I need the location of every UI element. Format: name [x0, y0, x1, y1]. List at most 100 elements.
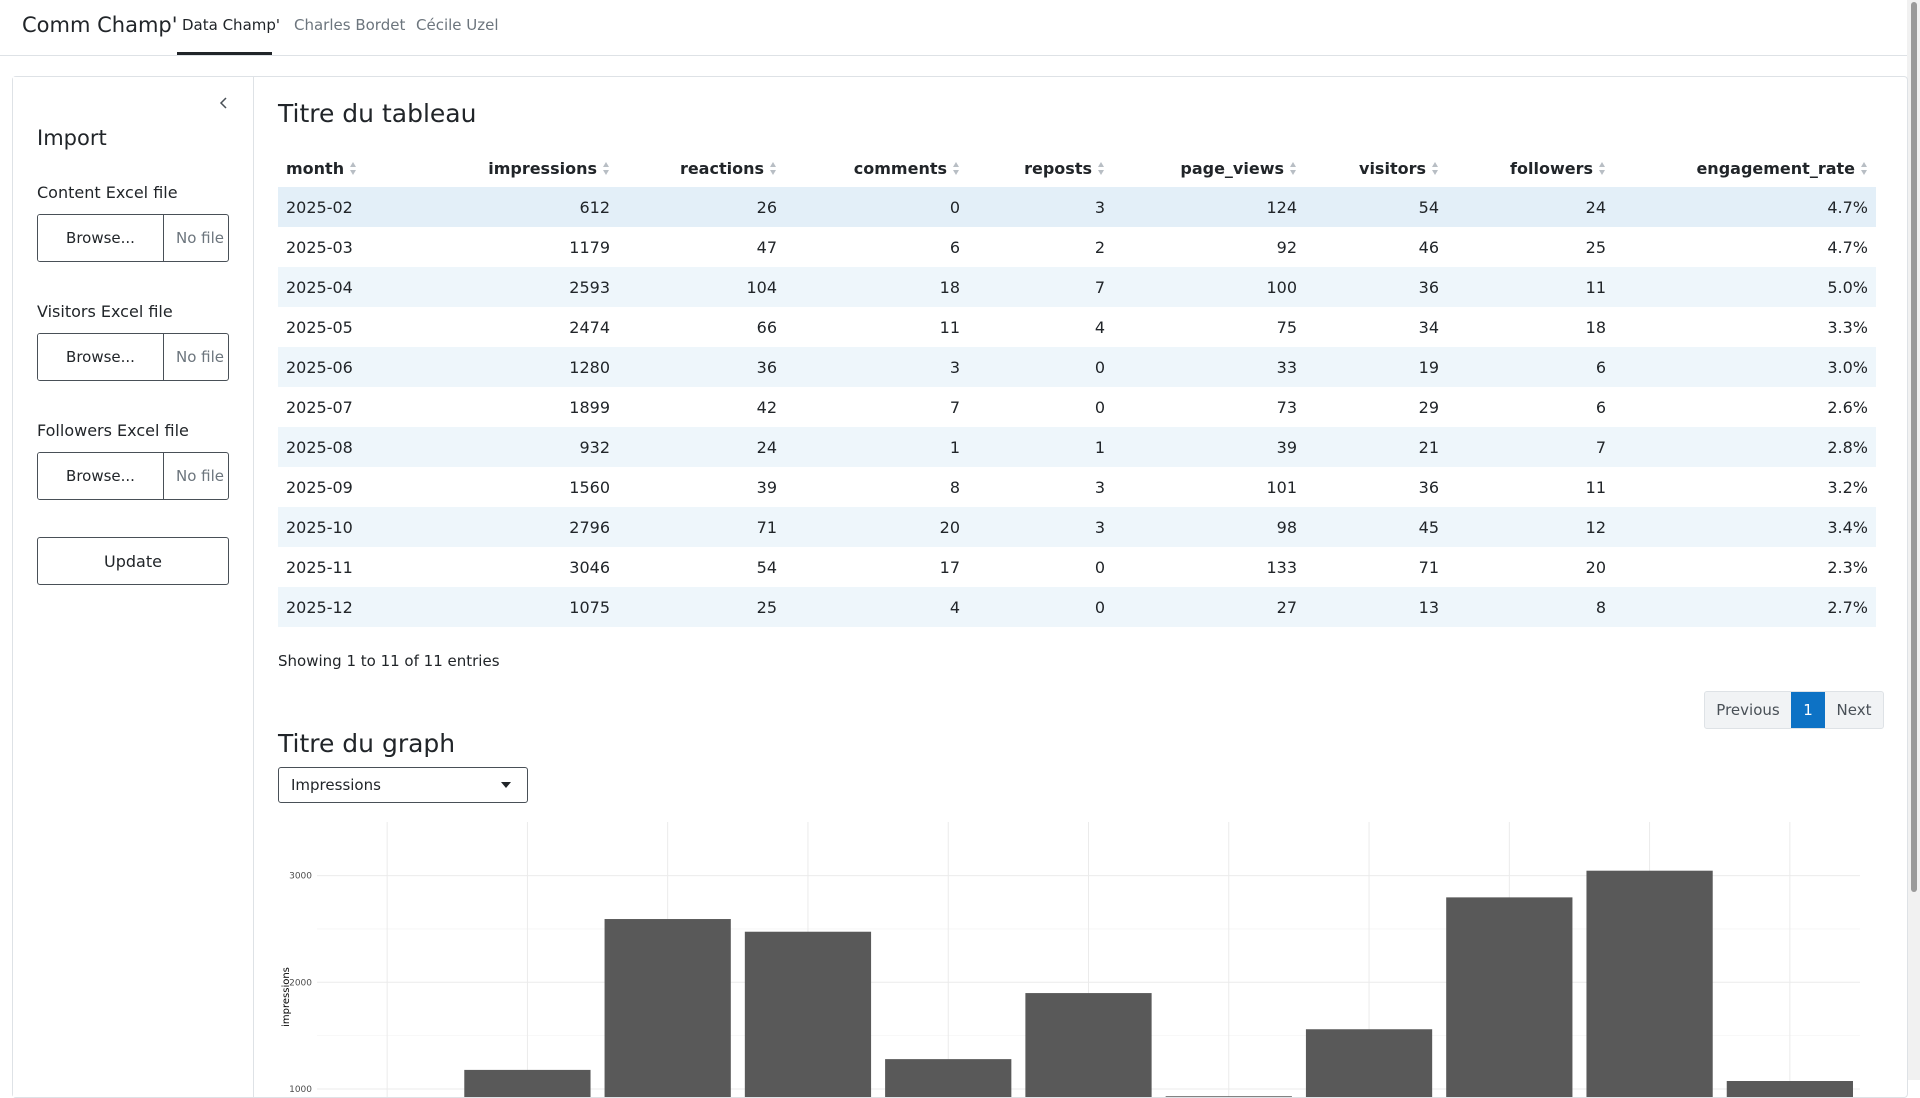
table-cell-month: 2025-05 — [286, 317, 353, 337]
bar-2025-12[interactable] — [1726, 1080, 1853, 1097]
table-cell-month: 2025-11 — [286, 557, 353, 577]
graph-title: Titre du graph — [278, 729, 456, 758]
table-cell-page-views: 27 — [1276, 597, 1297, 617]
table-cell-reposts: 0 — [1094, 357, 1105, 377]
metric-select-value: Impressions — [291, 776, 381, 794]
tab-charles-bordet[interactable]: Charles Bordet — [294, 16, 406, 34]
sort-icon[interactable] — [1290, 162, 1297, 176]
table-cell-comments: 11 — [939, 317, 960, 337]
table-cell-visitors: 36 — [1418, 477, 1439, 497]
column-header-page-views[interactable]: page_views — [1113, 149, 1305, 187]
table-cell-reactions: 71 — [756, 517, 777, 537]
table-cell-page-views: 124 — [1266, 197, 1297, 217]
table-cell-engagement-rate: 3.2% — [1827, 477, 1868, 497]
bar-2025-04[interactable] — [604, 919, 731, 1097]
tab-data-champ[interactable]: Data Champ' — [182, 16, 281, 34]
table-cell-visitors: 21 — [1418, 437, 1439, 457]
bar-chart: 1000 2000 3000 impressions — [278, 822, 1876, 1097]
pagination: Previous 1 Next — [1704, 691, 1884, 729]
sort-icon[interactable] — [1861, 162, 1868, 176]
table-row[interactable]: 2025-11 3046 54 17 0 133 71 20 2.3% — [278, 547, 1876, 587]
column-header-followers[interactable]: followers — [1447, 149, 1614, 187]
table-row[interactable]: 2025-07 1899 42 7 0 73 29 6 2.6% — [278, 387, 1876, 427]
brand-title[interactable]: Comm Champ' — [22, 13, 178, 37]
visitors-file-name[interactable]: No file selected — [176, 348, 228, 366]
bar-2025-03[interactable] — [464, 1069, 591, 1097]
table-cell-reactions: 42 — [756, 397, 777, 417]
table-cell-impressions: 1179 — [569, 237, 610, 257]
table-row[interactable]: 2025-12 1075 25 4 0 27 13 8 2.7% — [278, 587, 1876, 627]
sidebar-collapse-button[interactable] — [212, 91, 236, 115]
metric-select[interactable]: Impressions — [278, 767, 528, 803]
previous-page-button[interactable]: Previous — [1716, 701, 1780, 719]
followers-browse-button[interactable]: Browse... — [38, 453, 164, 499]
content-file-label: Content Excel file — [37, 183, 178, 202]
table-cell-followers: 8 — [1595, 597, 1606, 617]
bar-2025-11[interactable] — [1586, 870, 1713, 1097]
column-header-visitors[interactable]: visitors — [1305, 149, 1447, 187]
bar-2025-08[interactable] — [1165, 1096, 1292, 1097]
table-cell-comments: 17 — [939, 557, 960, 577]
column-header-month[interactable]: month — [278, 149, 408, 187]
visitors-file-label: Visitors Excel file — [37, 302, 173, 321]
table-row[interactable]: 2025-05 2474 66 11 4 75 34 18 3.3% — [278, 307, 1876, 347]
data-table: month impressions reactions comments reposts… — [278, 149, 1876, 627]
table-row[interactable]: 2025-10 2796 71 20 3 98 45 12 3.4% — [278, 507, 1876, 547]
column-header-reposts[interactable]: reposts — [968, 149, 1113, 187]
followers-file-input[interactable]: Browse... No file selected — [37, 452, 229, 500]
navbar: Comm Champ' Data Champ' Charles Bordet C… — [0, 0, 1920, 56]
content-file-name[interactable]: No file selected — [176, 229, 228, 247]
table-row[interactable]: 2025-09 1560 39 8 3 101 36 11 3.2% — [278, 467, 1876, 507]
table-row[interactable]: 2025-08 932 24 1 1 39 21 7 2.8% — [278, 427, 1876, 467]
column-header-comments[interactable]: comments — [785, 149, 968, 187]
content-file-input[interactable]: Browse... No file selected — [37, 214, 229, 262]
page-1-button[interactable]: 1 — [1791, 692, 1825, 728]
table-cell-page-views: 33 — [1276, 357, 1297, 377]
bar-2025-09[interactable] — [1305, 1029, 1433, 1097]
sort-icon[interactable] — [1432, 162, 1439, 176]
followers-file-name[interactable]: No file selected — [176, 467, 228, 485]
table-cell-followers: 11 — [1585, 277, 1606, 297]
scrollbar-thumb[interactable] — [1911, 2, 1917, 892]
table-cell-month: 2025-02 — [286, 197, 353, 217]
sort-icon[interactable] — [1098, 162, 1105, 176]
table-cell-reposts: 3 — [1094, 517, 1105, 537]
column-header-label: followers — [1510, 158, 1593, 178]
sort-icon[interactable] — [603, 162, 610, 176]
sort-icon[interactable] — [770, 162, 777, 176]
content-browse-button[interactable]: Browse... — [38, 215, 164, 261]
sort-icon[interactable] — [953, 162, 960, 176]
table-cell-reposts: 2 — [1094, 237, 1105, 257]
table-row[interactable]: 2025-04 2593 104 18 7 100 36 11 5.0% — [278, 267, 1876, 307]
update-button[interactable]: Update — [37, 537, 229, 585]
table-row[interactable]: 2025-03 1179 47 6 2 92 46 25 4.7% — [278, 227, 1876, 267]
table-cell-engagement-rate: 3.4% — [1827, 517, 1868, 537]
table-cell-visitors: 45 — [1418, 517, 1439, 537]
next-page-button[interactable]: Next — [1836, 701, 1872, 719]
table-cell-followers: 12 — [1585, 517, 1606, 537]
sort-icon[interactable] — [1599, 162, 1606, 176]
table-row[interactable]: 2025-02 612 26 0 3 124 54 24 4.7% — [278, 187, 1876, 227]
bar-2025-05[interactable] — [744, 931, 872, 1097]
table-row[interactable]: 2025-06 1280 36 3 0 33 19 6 3.0% — [278, 347, 1876, 387]
table-cell-impressions: 1075 — [569, 597, 610, 617]
sort-icon[interactable] — [350, 162, 357, 176]
table-cell-reposts: 7 — [1094, 277, 1105, 297]
column-header-reactions[interactable]: reactions — [618, 149, 785, 187]
column-header-impressions[interactable]: impressions — [408, 149, 618, 187]
column-header-engagement-rate[interactable]: engagement_rate — [1614, 149, 1876, 187]
tab-cecile-uzel[interactable]: Cécile Uzel — [416, 16, 499, 34]
bar-2025-10[interactable] — [1446, 897, 1573, 1097]
visitors-file-input[interactable]: Browse... No file selected — [37, 333, 229, 381]
visitors-browse-button[interactable]: Browse... — [38, 334, 164, 380]
table-cell-visitors: 19 — [1418, 357, 1439, 377]
page-scrollbar[interactable] — [1907, 0, 1920, 1080]
table-cell-comments: 7 — [949, 397, 960, 417]
table-cell-visitors: 36 — [1418, 277, 1439, 297]
table-cell-month: 2025-12 — [286, 597, 353, 617]
followers-file-label: Followers Excel file — [37, 421, 189, 440]
table-cell-month: 2025-07 — [286, 397, 353, 417]
table-cell-followers: 11 — [1585, 477, 1606, 497]
bar-2025-06[interactable] — [885, 1059, 1012, 1097]
bar-2025-07[interactable] — [1025, 993, 1152, 1097]
